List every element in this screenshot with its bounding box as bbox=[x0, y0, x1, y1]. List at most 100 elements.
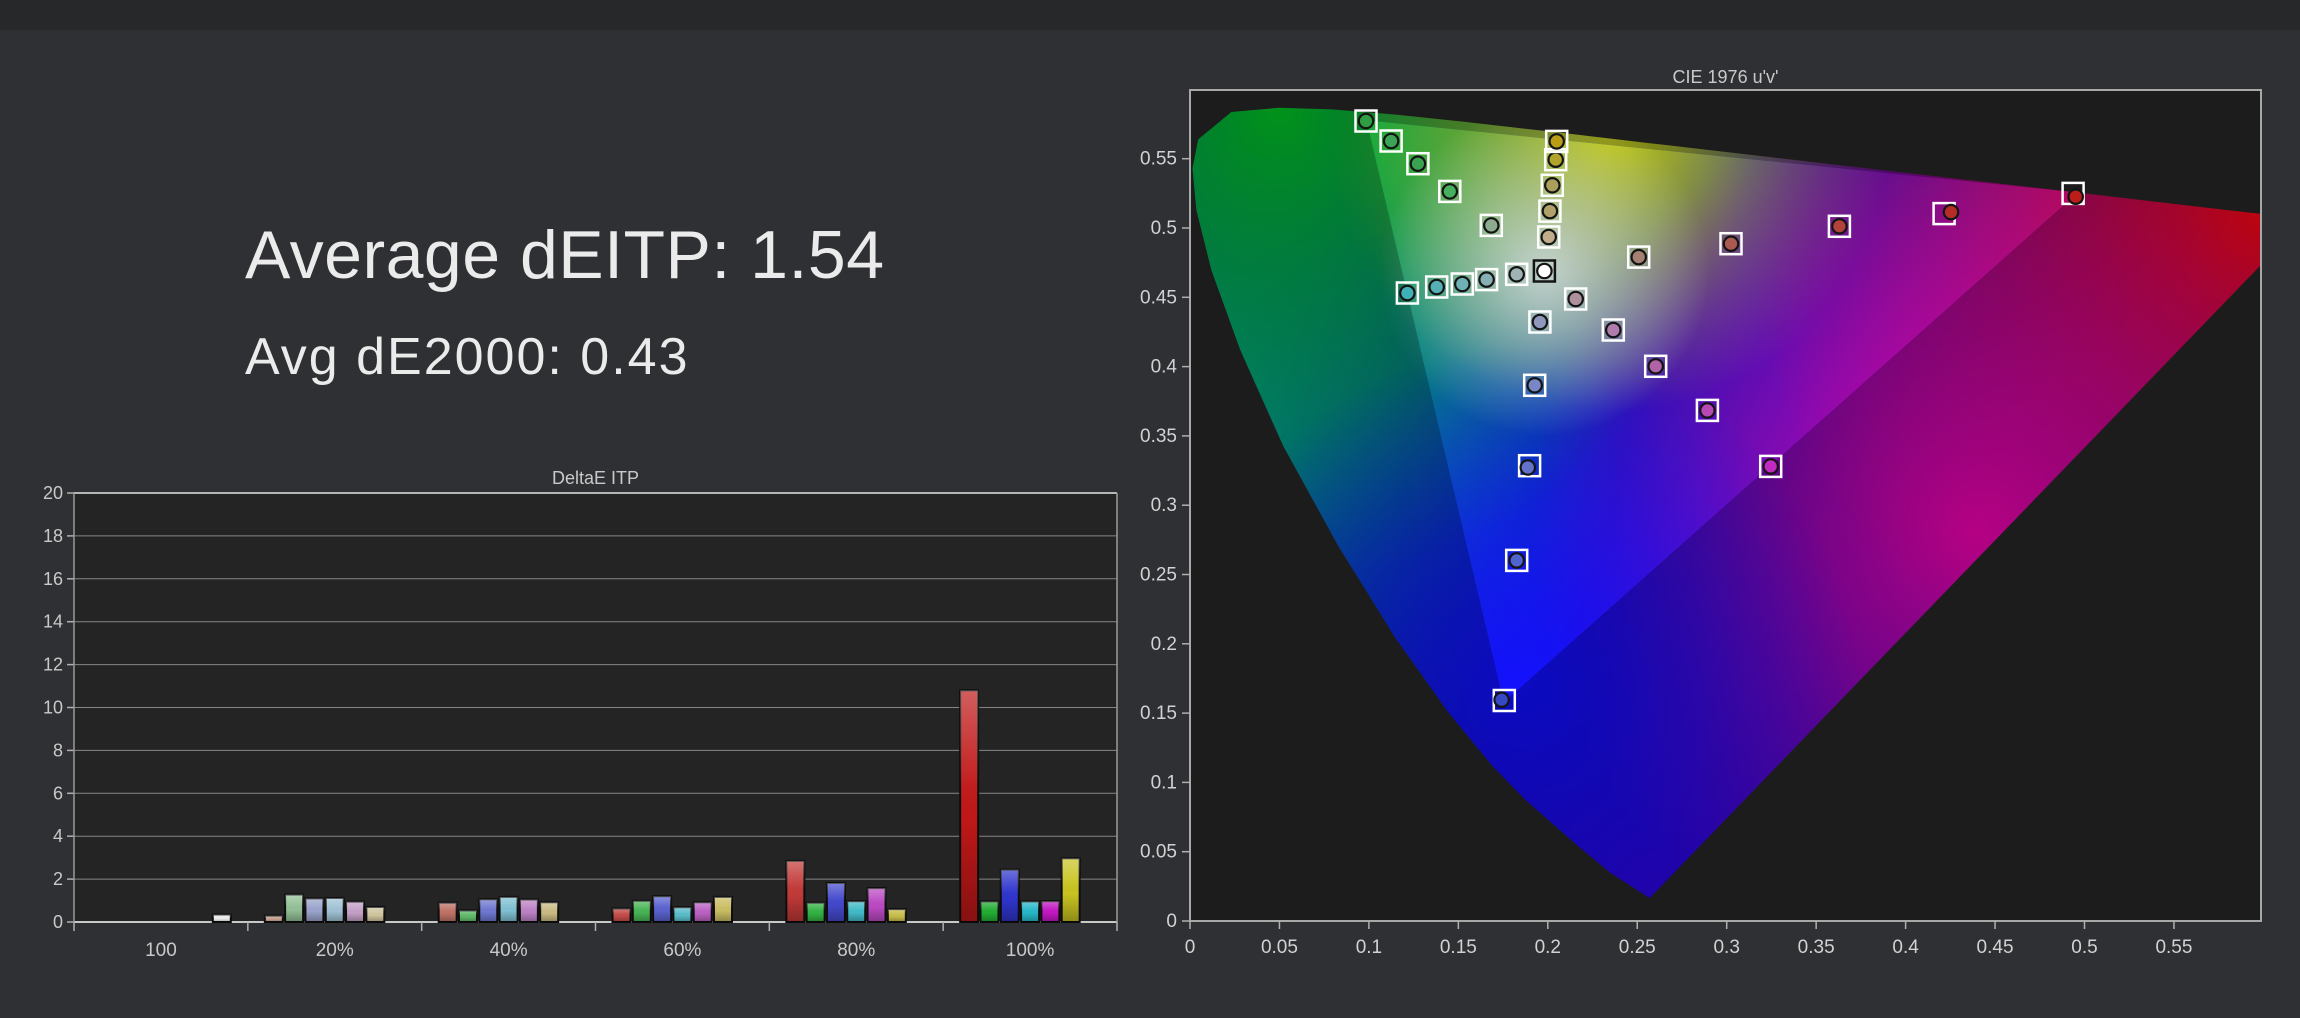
measured-point-yellow-80 bbox=[1547, 151, 1564, 168]
target-square-green-20 bbox=[1479, 213, 1504, 238]
measured-point-blue-80 bbox=[1508, 552, 1525, 569]
bar-shine bbox=[980, 901, 999, 922]
bar-shine bbox=[786, 860, 805, 922]
bar-shine bbox=[673, 907, 692, 922]
target-square-magenta-60 bbox=[1643, 354, 1668, 379]
measured-point-green-100 bbox=[1357, 112, 1375, 130]
measured-point-red-40 bbox=[1722, 235, 1740, 252]
cie-y-tick-label: 0.1 bbox=[1151, 772, 1177, 793]
avg-de2000-value: Avg dE2000: 0.43 bbox=[245, 328, 690, 386]
bar-shine bbox=[438, 902, 457, 922]
measured-point-green-60 bbox=[1409, 155, 1427, 172]
bar-shine bbox=[653, 896, 672, 922]
target-square-cyan-100 bbox=[1395, 281, 1420, 305]
measured-point-yellow-100 bbox=[1548, 133, 1565, 150]
bar-shine bbox=[887, 909, 906, 922]
measured-point-magenta-20 bbox=[1567, 290, 1584, 308]
cie-x-tick-label: 0.4 bbox=[1892, 937, 1919, 958]
cie-y-tick-label: 0.5 bbox=[1151, 218, 1177, 239]
cie-y-tick-label: 0.05 bbox=[1140, 842, 1177, 863]
measured-point-yellow-40 bbox=[1541, 202, 1559, 220]
target-square-blue-20 bbox=[1528, 310, 1552, 334]
measured-point-magenta-80 bbox=[1699, 402, 1716, 419]
y-axis-tick-label: 0 bbox=[53, 912, 63, 932]
measured-point-cyan-100 bbox=[1399, 284, 1416, 302]
cie-x-tick-label: 0.25 bbox=[1619, 937, 1656, 958]
bar-shine bbox=[960, 690, 979, 922]
bar-shine bbox=[305, 898, 324, 922]
bar-shine bbox=[1041, 901, 1060, 922]
bar-shine bbox=[1021, 901, 1040, 922]
bar-shine bbox=[847, 901, 866, 922]
bar-shine bbox=[806, 902, 825, 922]
target-square-magenta-40 bbox=[1601, 318, 1626, 342]
measured-point-cyan-20 bbox=[1508, 266, 1525, 283]
y-axis-tick-label: 2 bbox=[53, 869, 63, 889]
measured-point-red-80 bbox=[1942, 203, 1960, 221]
target-square-cyan-20 bbox=[1504, 262, 1529, 287]
y-axis-tick-label: 6 bbox=[53, 783, 63, 803]
target-square-cyan-40 bbox=[1474, 267, 1499, 292]
cie-y-tick-label: 0 bbox=[1166, 911, 1177, 932]
bar-shine bbox=[346, 901, 365, 922]
cie-y-tick-label: 0.55 bbox=[1140, 149, 1177, 170]
cie-x-tick-label: 0.5 bbox=[2071, 937, 2097, 958]
bar-shine bbox=[1000, 869, 1019, 922]
target-square-yellow-100 bbox=[1544, 129, 1569, 154]
cie-x-tick-label: 0.45 bbox=[1977, 937, 2014, 958]
y-axis-tick-label: 20 bbox=[43, 483, 63, 503]
target-square-blue-60 bbox=[1517, 453, 1542, 478]
bar-shine bbox=[867, 888, 886, 922]
cie-x-tick-label: 0.2 bbox=[1535, 937, 1561, 958]
measured-point-green-40 bbox=[1441, 183, 1459, 200]
bar-shine bbox=[212, 914, 231, 922]
bar-shine bbox=[264, 915, 283, 922]
measured-point-red-20 bbox=[1630, 248, 1647, 266]
target-square-magenta-100 bbox=[1758, 454, 1783, 479]
bar-shine bbox=[499, 896, 518, 922]
target-square-magenta-80 bbox=[1695, 398, 1720, 423]
bar-shine bbox=[632, 900, 651, 922]
cie-y-tick-label: 0.15 bbox=[1140, 703, 1177, 724]
target-square-yellow-20 bbox=[1536, 225, 1561, 249]
cie-y-tick-label: 0.35 bbox=[1140, 426, 1177, 447]
cie-y-tick-label: 0.45 bbox=[1140, 287, 1177, 308]
target-square-blue-80 bbox=[1504, 548, 1529, 573]
cie-x-tick-label: 0.35 bbox=[1798, 937, 1835, 958]
average-deitp-value: Average dEITP: 1.54 bbox=[245, 217, 885, 293]
bar-shine bbox=[826, 882, 845, 922]
cie-x-tick-label: 0.15 bbox=[1440, 937, 1477, 958]
bar-shine bbox=[693, 902, 712, 922]
measured-point-magenta-100 bbox=[1762, 458, 1779, 475]
target-square-cyan-60 bbox=[1450, 272, 1475, 296]
target-square-green-100 bbox=[1354, 109, 1378, 133]
y-axis-tick-label: 18 bbox=[43, 526, 63, 546]
target-square-blue-40 bbox=[1522, 373, 1547, 398]
cie-y-tick-label: 0.25 bbox=[1140, 565, 1177, 586]
target-square-red-60 bbox=[1827, 214, 1852, 239]
measured-point-cyan-80 bbox=[1428, 278, 1445, 296]
cie-x-tick-label: 0.3 bbox=[1713, 937, 1739, 958]
measured-point-red-100 bbox=[2067, 188, 2084, 205]
target-square-magenta-20 bbox=[1563, 287, 1588, 311]
y-axis-tick-label: 10 bbox=[43, 698, 63, 718]
bar-shine bbox=[519, 899, 538, 922]
target-square-green-40 bbox=[1438, 179, 1462, 204]
measured-point-cyan-60 bbox=[1453, 275, 1471, 293]
y-axis-tick-label: 16 bbox=[43, 569, 63, 589]
bar-shine bbox=[366, 906, 385, 922]
target-square-yellow-60 bbox=[1540, 173, 1565, 198]
bar-shine bbox=[714, 896, 732, 922]
x-axis-category-label: 100 bbox=[145, 940, 177, 961]
cie-1976-chart[interactable]: 0 0.05 0.1 0.15 0.2 0.25 0.3 0.35 0.4 0.45 0.5 0.55… bbox=[1135, 55, 2300, 980]
y-axis-tick-label: 8 bbox=[53, 740, 63, 760]
measured-point-blue-60 bbox=[1519, 459, 1537, 476]
bar-shine bbox=[285, 894, 304, 922]
x-axis-category-label: 20% bbox=[316, 940, 354, 961]
measured-point-green-80 bbox=[1382, 132, 1400, 150]
target-square-red-20 bbox=[1626, 245, 1651, 269]
deltae-itp-chart[interactable]: 0 2 4 6 8 10 12 14 16 18 20 100 20% 40% 60% 80% 100% bbox=[0, 455, 1160, 965]
x-axis-category-label: 40% bbox=[490, 940, 528, 961]
cie-x-tick-label: 0.1 bbox=[1356, 937, 1382, 958]
